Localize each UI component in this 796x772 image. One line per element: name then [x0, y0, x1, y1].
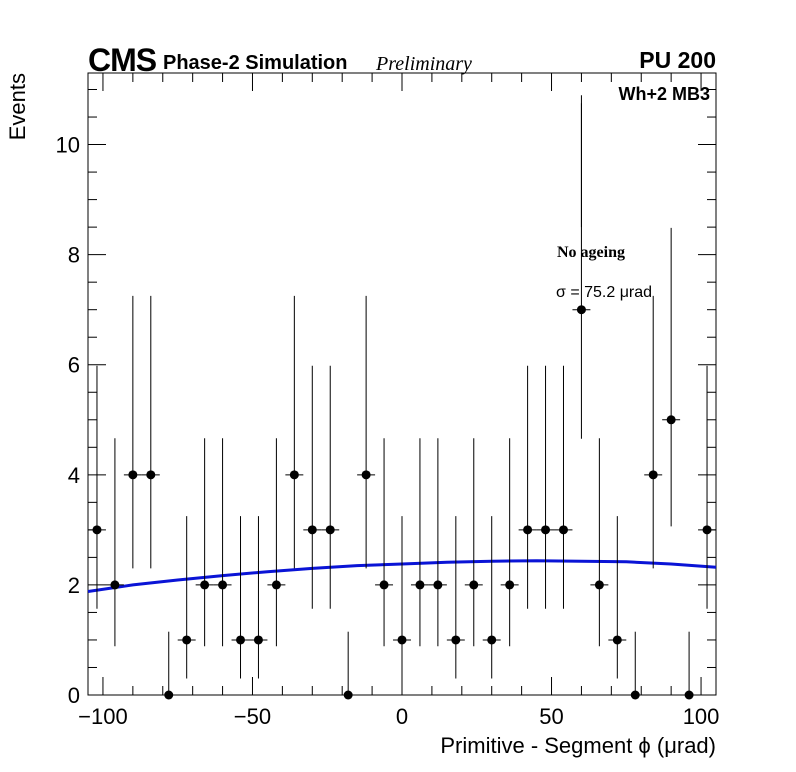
x-tick-label: 100	[683, 704, 720, 729]
data-point	[325, 525, 335, 535]
y-axis-title: Events	[5, 73, 30, 140]
x-tick-label: 50	[539, 704, 563, 729]
data-point	[236, 635, 246, 645]
ageing-label: No ageing	[557, 244, 625, 261]
data-point	[289, 470, 299, 480]
data-point	[182, 635, 192, 645]
data-point	[146, 470, 156, 480]
data-point	[541, 525, 551, 535]
data-point	[612, 635, 622, 645]
data-point	[523, 525, 533, 535]
data-point	[164, 690, 174, 700]
data-point	[558, 525, 568, 535]
simulation-label: Phase-2 Simulation	[163, 52, 348, 74]
y-tick-label: 8	[68, 243, 80, 268]
sigma-label: σ = 75.2 μrad	[556, 284, 653, 301]
data-point	[397, 635, 407, 645]
axes: −100 −50 0 50 100 0 2 4 6 8 10 Primitive - Segment …	[5, 72, 720, 758]
data-point	[253, 635, 263, 645]
data-point	[343, 690, 353, 700]
data-point	[630, 690, 640, 700]
data-point	[92, 525, 102, 535]
x-tick-label: 0	[396, 704, 408, 729]
y-tick-label: 0	[68, 683, 80, 708]
data-point	[487, 635, 497, 645]
y-tick-label: 10	[56, 133, 80, 158]
data-marks	[87, 95, 717, 700]
data-point	[415, 580, 425, 590]
pileup-label: PU 200	[639, 47, 716, 73]
data-point	[433, 580, 443, 590]
data-point	[451, 635, 461, 645]
data-point	[594, 580, 604, 590]
data-point	[666, 415, 676, 425]
data-point	[128, 470, 138, 480]
data-point	[702, 525, 712, 535]
y-tick-label: 4	[68, 463, 80, 488]
data-point	[307, 525, 317, 535]
data-point	[218, 580, 228, 590]
data-point	[271, 580, 281, 590]
y-tick-label: 6	[68, 353, 80, 378]
data-point	[200, 580, 210, 590]
y-tick-label: 2	[68, 573, 80, 598]
chamber-label: Wh+2 MB3	[618, 84, 710, 104]
preliminary-label: Preliminary	[376, 53, 472, 75]
x-tick-label: −100	[78, 704, 128, 729]
data-point	[505, 580, 515, 590]
x-tick-label: −50	[234, 704, 271, 729]
data-point	[648, 470, 658, 480]
data-point	[379, 580, 389, 590]
data-point	[110, 580, 120, 590]
data-point	[576, 305, 586, 315]
data-point	[361, 470, 371, 480]
cms-label: CMS	[88, 42, 157, 78]
x-axis-title: Primitive - Segment ϕ (μrad)	[440, 733, 716, 758]
data-point	[684, 690, 694, 700]
data-point	[469, 580, 479, 590]
